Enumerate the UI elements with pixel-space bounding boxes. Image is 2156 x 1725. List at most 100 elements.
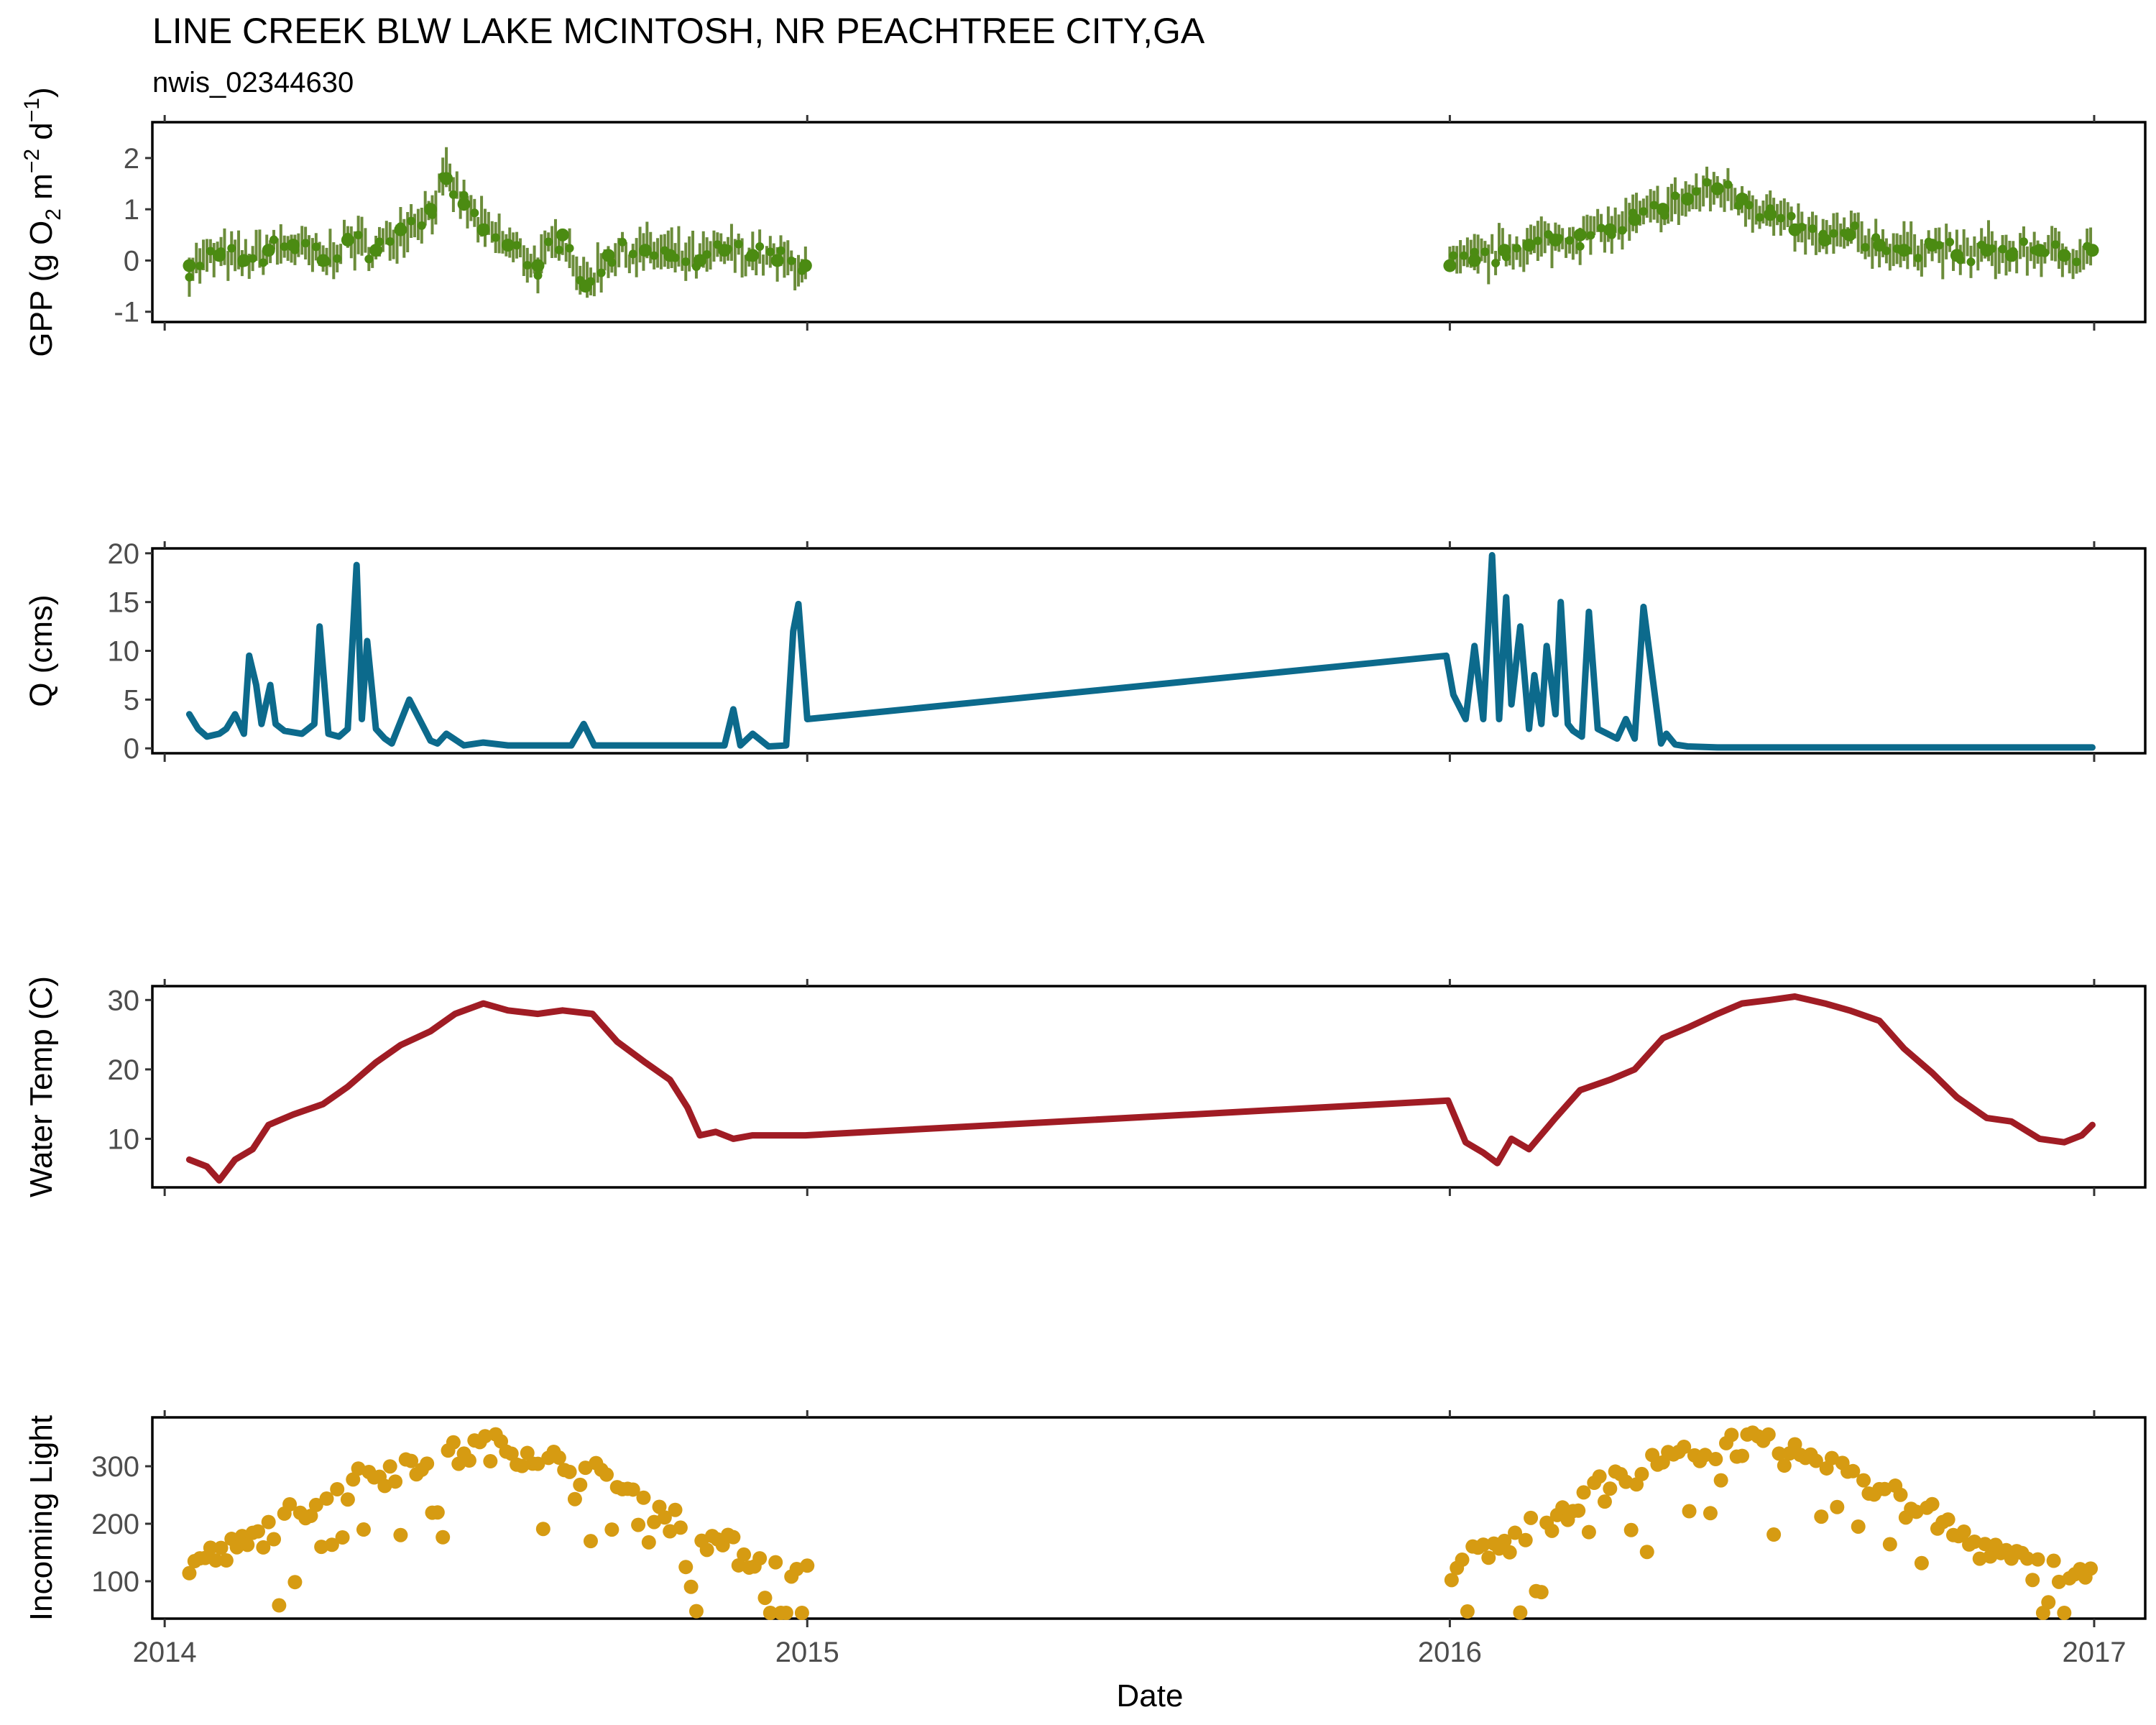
light-point	[641, 1535, 656, 1550]
light-point	[1856, 1473, 1871, 1488]
light-point	[583, 1534, 598, 1549]
y-tick-label: 20	[108, 1054, 140, 1086]
light-point	[657, 1510, 672, 1525]
gpp-point	[2004, 249, 2018, 262]
gpp-point	[1861, 243, 1870, 252]
gpp-point	[501, 239, 515, 252]
gpp-point	[407, 216, 416, 226]
gpp-point	[394, 223, 407, 236]
gpp-point	[1681, 192, 1695, 206]
gpp-point	[1913, 253, 1922, 262]
gpp-point	[270, 235, 279, 244]
light-point	[800, 1558, 815, 1573]
gpp-point	[424, 203, 438, 216]
y-tick-label: 1	[124, 194, 139, 226]
gpp-point	[1829, 229, 1838, 238]
light-point	[461, 1453, 476, 1468]
light-point	[673, 1520, 688, 1535]
gpp-point	[628, 249, 637, 259]
light-point	[737, 1547, 752, 1562]
y-tick-label: 100	[91, 1566, 139, 1598]
light-point	[1682, 1504, 1697, 1519]
gpp-point	[693, 254, 706, 267]
light-point	[330, 1481, 345, 1496]
y-tick-label: 15	[108, 587, 140, 619]
gpp-point	[1639, 207, 1648, 216]
gpp-point	[1925, 239, 1939, 252]
light-point	[1623, 1522, 1639, 1537]
gpp-point	[354, 230, 363, 239]
gpp-point	[1998, 244, 2007, 254]
light-point	[599, 1467, 614, 1482]
x-tick-label: 2017	[2062, 1637, 2126, 1668]
light-point	[319, 1491, 334, 1506]
light-point	[573, 1477, 588, 1492]
gpp-point	[1843, 228, 1856, 242]
light-point	[250, 1524, 265, 1539]
gpp-point	[770, 254, 784, 267]
gpp-point	[533, 271, 543, 280]
gpp-point	[1628, 213, 1641, 226]
gpp-point	[195, 262, 205, 271]
y-tick-label: 200	[91, 1509, 139, 1540]
gpp-point	[531, 259, 545, 272]
gpp-point	[448, 190, 458, 199]
gpp-point	[1459, 251, 1468, 260]
light-point	[1475, 1537, 1491, 1552]
light-point	[535, 1522, 550, 1537]
light-point	[1914, 1555, 1929, 1570]
gpp-point	[1498, 244, 1511, 257]
light-point	[356, 1522, 371, 1537]
light-point	[1481, 1550, 1496, 1565]
light-point	[757, 1591, 773, 1606]
gpp-point	[1703, 178, 1712, 187]
gpp-point	[718, 244, 732, 257]
chart-title: LINE CREEK BLW LAKE MCINTOSH, NR PEACHTR…	[152, 11, 1205, 51]
light-point	[303, 1509, 318, 1524]
gpp-point	[776, 246, 786, 255]
gpp-point	[565, 244, 574, 253]
light-point	[420, 1456, 435, 1471]
gpp-point	[316, 254, 330, 267]
gpp-point	[248, 254, 257, 263]
light-point	[203, 1540, 218, 1555]
light-point	[699, 1542, 714, 1558]
gpp-point	[286, 239, 300, 252]
gpp-point	[544, 237, 553, 247]
gpp-point	[1533, 236, 1542, 246]
gpp-point	[237, 254, 251, 267]
gpp-point	[1966, 257, 1976, 267]
light-point	[1603, 1481, 1618, 1496]
light-point	[1571, 1503, 1586, 1518]
gpp-point	[1723, 180, 1733, 189]
light-point	[218, 1553, 234, 1568]
light-point	[562, 1464, 577, 1479]
gpp-point	[798, 259, 812, 272]
y-tick-label: 0	[124, 733, 139, 765]
light-point	[1455, 1552, 1470, 1568]
gpp-point	[1808, 224, 1818, 234]
gpp-point	[554, 245, 563, 254]
light-point	[1851, 1519, 1866, 1534]
light-point	[404, 1453, 419, 1468]
y-axis-title-temp: Water Temp (C)	[24, 976, 59, 1197]
gpp-point	[1776, 213, 1785, 223]
light-point	[1497, 1533, 1512, 1548]
light-point	[436, 1530, 451, 1545]
gpp-point	[755, 242, 765, 252]
light-point	[1830, 1499, 1845, 1514]
gpp-point	[2033, 244, 2047, 257]
light-point	[2019, 1551, 2035, 1566]
light-point	[2083, 1561, 2099, 1576]
light-point	[752, 1551, 768, 1566]
gpp-point	[459, 190, 469, 200]
light-point	[652, 1499, 667, 1514]
gpp-point	[1670, 191, 1680, 201]
gpp-point	[301, 239, 310, 248]
light-point	[726, 1530, 741, 1545]
light-point	[1761, 1427, 1776, 1442]
gpp-point	[734, 239, 743, 249]
gpp-point	[1468, 254, 1481, 267]
gpp-point	[663, 249, 677, 262]
y-tick-label: 2	[124, 143, 139, 175]
